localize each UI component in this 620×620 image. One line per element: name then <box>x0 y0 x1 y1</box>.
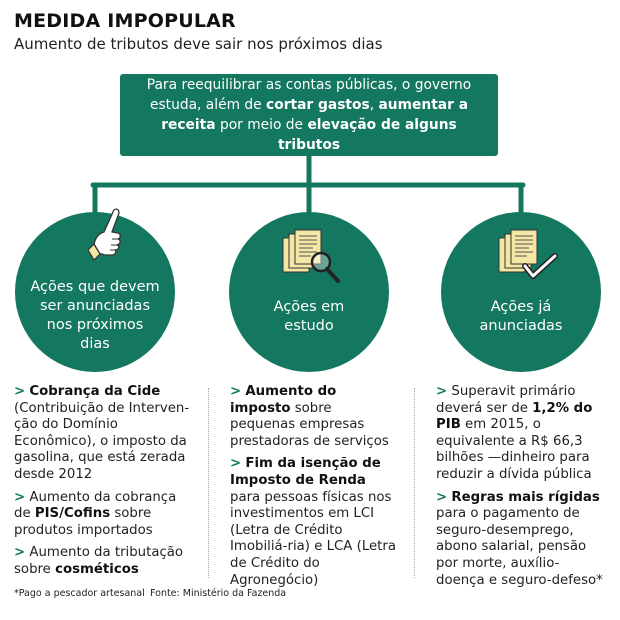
item-text-pre: Superavit primário deverá ser de <box>436 384 576 416</box>
arrow-bullet-icon: > <box>14 384 26 399</box>
documents-checkmark-icon <box>498 229 558 279</box>
circle-label-announced: Ações já anunciadas <box>479 299 563 334</box>
arrow-bullet-icon: > <box>14 545 26 561</box>
intro-text-2: , <box>369 97 379 113</box>
item-text: para pessoas físicas nos investimentos e… <box>230 489 396 588</box>
list-item: > Aumento da tributação sobre cosméticos <box>14 545 194 578</box>
column-separator <box>414 388 415 578</box>
item-highlight: 1,2% do PIB <box>436 400 593 433</box>
intro-text-3: por meio de <box>215 117 308 133</box>
arrow-bullet-icon: > <box>436 384 448 399</box>
list-item: > Aumento do imposto sobre pequenas empr… <box>230 384 398 450</box>
list-item: > Aumento da cobrança de PIS/Cofins sobr… <box>14 490 194 540</box>
intro-bold-1: cortar gastos <box>266 97 370 113</box>
item-highlight: cosméticos <box>55 561 139 577</box>
arrow-bullet-icon: > <box>230 384 242 399</box>
arrow-bullet-icon: > <box>436 489 448 505</box>
intro-box: Para reequilibrar as contas públicas, o … <box>120 74 498 156</box>
item-text: (Contribuição de Interven-ção do Domínio… <box>14 400 190 482</box>
item-text-pre: Aumento da cobrança de <box>14 489 177 522</box>
circle-label-in-study: Ações em estudo <box>273 299 345 334</box>
item-highlight: Cobrança da Cide <box>29 384 161 399</box>
arrow-bullet-icon: > <box>14 489 26 505</box>
page-subtitle: Aumento de tributos deve sair nos próxim… <box>14 35 383 53</box>
page-title: MEDIDA IMPOPULAR <box>14 10 236 32</box>
item-text-pre: Aumento da tributação sobre <box>14 545 184 577</box>
source-credit: Fonte: Ministério da Fazenda <box>150 588 287 599</box>
column-separator <box>208 388 209 578</box>
circle-in-study <box>229 212 389 372</box>
intro-bold-3: elevação de alguns tributos <box>277 117 457 153</box>
column-upcoming: > Cobrança da Cide (Contribuição de Inte… <box>14 384 194 585</box>
circle-label-upcoming: Ações que devem ser anunciadas nos próxi… <box>30 279 160 352</box>
column-announced: > Superavit primário deverá ser de 1,2% … <box>436 384 608 595</box>
item-text: para o pagamento de seguro-desemprego, a… <box>436 506 603 588</box>
documents-magnifier-icon <box>282 229 340 283</box>
item-highlight: Regras mais rígidas <box>451 489 600 505</box>
item-text: sobre produtos importados <box>14 506 153 538</box>
item-highlight: PIS/Cofins <box>34 506 111 522</box>
intro-text-1: Para reequilibrar as contas públicas, o … <box>146 77 472 113</box>
item-highlight: Aumento do imposto <box>230 384 337 416</box>
pointing-hand-icon <box>87 208 121 261</box>
arrow-bullet-icon: > <box>230 456 242 472</box>
column-in-study: > Aumento do imposto sobre pequenas empr… <box>230 384 398 595</box>
list-item: > Regras mais rígidas para o pagamento d… <box>436 490 608 590</box>
list-item: > Cobrança da Cide (Contribuição de Inte… <box>14 384 194 484</box>
item-text: em 2015, o equivalente a R$ 66,3 bilhões… <box>436 417 592 482</box>
intro-bold-2: aumentar a receita <box>161 97 469 133</box>
item-text: sobre pequenas empresas prestadoras de s… <box>230 400 389 449</box>
list-item: > Fim da isenção de Imposto de Renda par… <box>230 456 398 589</box>
footnote: *Pago a pescador artesanal <box>14 588 145 599</box>
circle-announced <box>441 212 601 372</box>
circle-upcoming <box>15 212 175 372</box>
item-highlight: Fim da isenção de Imposto de Renda <box>230 456 381 488</box>
list-item: > Superavit primário deverá ser de 1,2% … <box>436 384 608 484</box>
